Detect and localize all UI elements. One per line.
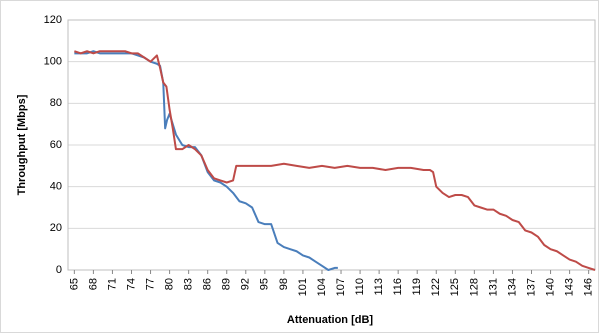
x-tick-label: 143 (564, 278, 576, 296)
x-tick-label: 98 (278, 278, 290, 290)
x-tick-label: 80 (163, 278, 175, 290)
y-tick-label: 100 (44, 56, 62, 68)
x-tick-label: 146 (583, 278, 595, 296)
x-tick-label: 68 (87, 278, 99, 290)
y-axis-title: Throughput [Mbps] (16, 94, 28, 195)
y-tick-label: 120 (44, 14, 62, 26)
x-tick-label: 134 (506, 278, 518, 296)
x-tick-label: 140 (544, 278, 556, 296)
x-tick-label: 125 (449, 278, 461, 296)
x-tick-label: 101 (297, 278, 309, 296)
x-tick-label: 65 (68, 278, 80, 290)
x-tick-label: 95 (259, 278, 271, 290)
series-line (74, 50, 596, 271)
x-tick-label: 86 (202, 278, 214, 290)
x-tick-label: 104 (316, 278, 328, 296)
x-tick-label: 92 (240, 278, 252, 290)
x-tick-label: 113 (373, 278, 385, 296)
y-tick-label: 20 (50, 222, 62, 234)
x-tick-label: 71 (106, 278, 118, 290)
x-tick-label: 137 (525, 278, 537, 296)
x-tick-label: 110 (354, 278, 366, 296)
x-tick-label: 128 (468, 278, 480, 296)
y-tick-label: 60 (50, 139, 62, 151)
x-tick-label: 77 (144, 278, 156, 290)
y-tick-label: 0 (56, 264, 62, 276)
x-tick-label: 74 (125, 278, 137, 290)
x-tick-label: 122 (430, 278, 442, 296)
x-tick-label: 116 (392, 278, 404, 296)
x-tick-label: 119 (411, 278, 423, 296)
x-tick-label: 89 (221, 278, 233, 290)
y-tick-label: 80 (50, 97, 62, 109)
x-tick-label: 83 (183, 278, 195, 290)
x-tick-label: 107 (335, 278, 347, 296)
x-axis-title: Attenuation [dB] (287, 314, 373, 326)
x-tick-label: 131 (487, 278, 499, 296)
y-tick-label: 40 (50, 181, 62, 193)
